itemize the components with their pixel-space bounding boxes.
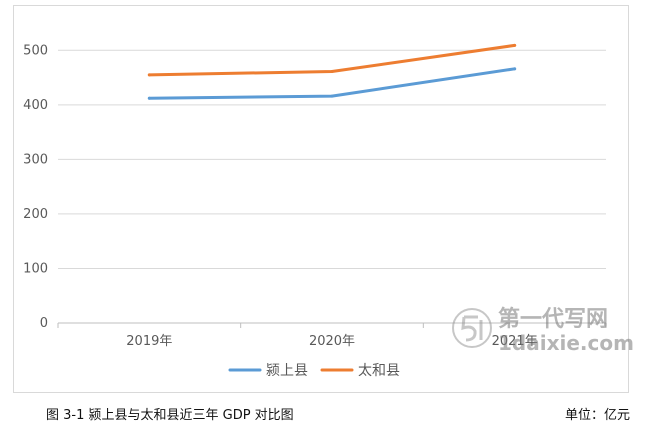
data-point (147, 96, 151, 100)
watermark-title: 第一代写网 (498, 306, 608, 332)
watermark-url: 1daixie.com (498, 331, 634, 355)
y-tick-label: 500 (23, 43, 48, 58)
data-point (513, 43, 517, 47)
legend-label-1: 颍上县 (266, 363, 308, 379)
x-tick-label: 2021年 (492, 334, 538, 349)
unit-label: 单位：亿元 (564, 408, 630, 423)
y-tick-label: 200 (23, 207, 48, 222)
watermark-logo: 第一代写网 1daixie.com (452, 306, 634, 355)
y-tick-label: 0 (40, 316, 48, 331)
y-tick-label: 100 (23, 261, 48, 276)
y-tick-label: 400 (23, 98, 48, 113)
watermark-emblem-icon (452, 308, 492, 348)
x-tick-label: 2020年 (309, 334, 355, 349)
legend-label-2: 太和县 (358, 363, 400, 379)
y-tick-label: 300 (23, 152, 48, 167)
figure-caption: 图 3-1 颍上县与太和县近三年 GDP 对比图 (46, 408, 294, 423)
chart-frame: 0 100 200 300 400 500 2019年 2020年 2021年颍上县 太和县 (13, 5, 629, 393)
data-point (513, 67, 517, 71)
data-point (330, 70, 334, 74)
data-point (147, 73, 151, 77)
x-tick-label: 2019年 (126, 334, 172, 349)
data-point (330, 94, 334, 98)
